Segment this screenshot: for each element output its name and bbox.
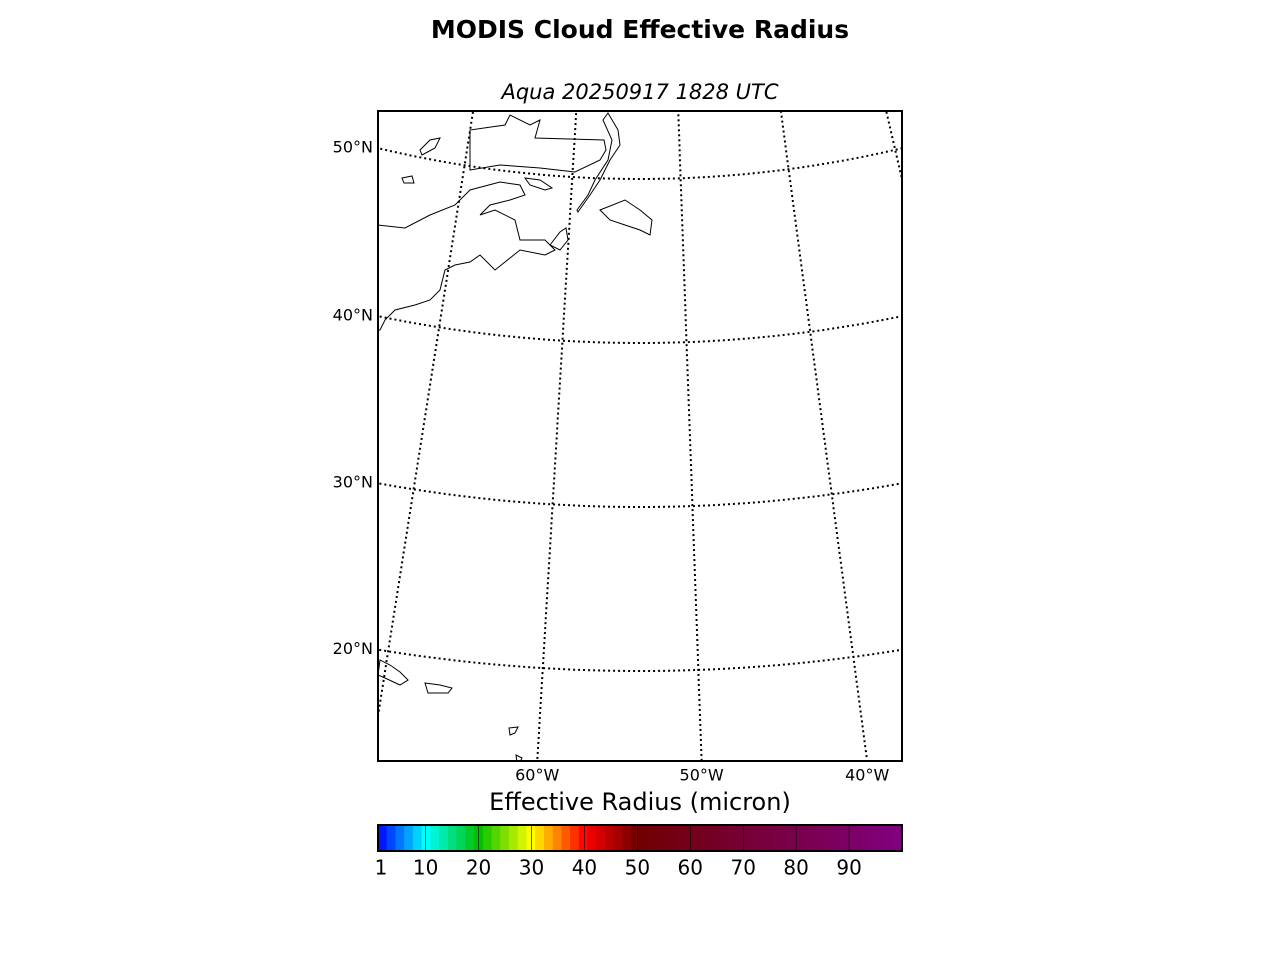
colorbar-tick-label: 70 bbox=[730, 856, 755, 880]
colorbar-segment bbox=[578, 825, 589, 851]
colorbar-tick-label: 40 bbox=[572, 856, 597, 880]
colorbar-segment bbox=[526, 825, 536, 851]
colorbar-segment bbox=[893, 825, 903, 851]
puerto-rico bbox=[424, 682, 453, 694]
colorbar-tick-label: 10 bbox=[413, 856, 438, 880]
graticule bbox=[378, 111, 902, 761]
colorbar-segment bbox=[858, 825, 868, 851]
colorbar-segment bbox=[797, 825, 807, 851]
colorbar-tick-label: 60 bbox=[678, 856, 703, 880]
colorbar-segment bbox=[736, 825, 746, 851]
colorbar-tick-label: 80 bbox=[783, 856, 808, 880]
colorbar-tick-label: 90 bbox=[836, 856, 861, 880]
colorbar-segment bbox=[805, 825, 816, 851]
colorbar-tick-label: 50 bbox=[625, 856, 650, 880]
colorbar-segment bbox=[587, 825, 597, 851]
parallel bbox=[378, 482, 902, 508]
colorbar-segment bbox=[386, 825, 396, 851]
parallel bbox=[378, 648, 902, 672]
colorbar-segment bbox=[412, 825, 423, 851]
colorbar-segment bbox=[875, 825, 886, 851]
colorbar-segment bbox=[482, 825, 493, 851]
colorbar-segment bbox=[622, 825, 632, 851]
parallel bbox=[378, 147, 902, 180]
colorbar-segment bbox=[823, 825, 833, 851]
colorbar-segment bbox=[552, 825, 562, 851]
colorbar-segment bbox=[849, 825, 859, 851]
colorbar-segment bbox=[648, 825, 658, 851]
gulf-island bbox=[523, 177, 554, 191]
colorbar-segment bbox=[692, 825, 702, 851]
colorbar-segment bbox=[543, 825, 554, 851]
colorbar-segment bbox=[674, 825, 685, 851]
parallel bbox=[378, 315, 902, 344]
cape-breton bbox=[549, 227, 569, 251]
meridian bbox=[378, 111, 475, 723]
colorbar-tick-label: 30 bbox=[519, 856, 544, 880]
colorbar-segment bbox=[631, 825, 641, 851]
colorbar-segment bbox=[762, 825, 772, 851]
colorbar-segment bbox=[709, 825, 720, 851]
colorbar-segment bbox=[701, 825, 711, 851]
colorbar-segment bbox=[832, 825, 842, 851]
labrador bbox=[469, 114, 607, 173]
colorbar-segment bbox=[753, 825, 763, 851]
lat-label: 40°N bbox=[333, 306, 373, 325]
colorbar-segment bbox=[535, 825, 545, 851]
meridian bbox=[885, 111, 902, 184]
colorbar-segment bbox=[814, 825, 824, 851]
colorbar-tick-label: 20 bbox=[466, 856, 491, 880]
colorbar-segment bbox=[779, 825, 789, 851]
lat-label: 30°N bbox=[333, 473, 373, 492]
colorbar-segment bbox=[491, 825, 501, 851]
colorbar-segment bbox=[640, 825, 650, 851]
colorbar-segment bbox=[378, 825, 388, 851]
lat-label: 20°N bbox=[333, 639, 373, 658]
colorbar-segment bbox=[788, 825, 798, 851]
colorbar-segment bbox=[561, 825, 571, 851]
colorbar-segment bbox=[884, 825, 894, 851]
island bbox=[401, 137, 523, 761]
colorbar-segment bbox=[509, 825, 519, 851]
colorbar: 1 10 20 30 40 50 60 70 80 90 bbox=[375, 824, 903, 880]
colorbar-segment bbox=[404, 825, 414, 851]
map-frame bbox=[377, 110, 903, 762]
colorbar-tick-label: 1 bbox=[375, 856, 388, 880]
colorbar-segment bbox=[718, 825, 728, 851]
colorbar-segment bbox=[517, 825, 527, 851]
colorbar-segment bbox=[605, 825, 615, 851]
colorbar-segment bbox=[666, 825, 676, 851]
colorbar-segment bbox=[744, 825, 755, 851]
colorbar-segment bbox=[447, 825, 458, 851]
colorbar-segment bbox=[395, 825, 405, 851]
newfoundland bbox=[576, 112, 653, 236]
title: MODIS Cloud Effective Radius bbox=[431, 15, 849, 44]
colorbar-segment bbox=[657, 825, 667, 851]
lat-label: 50°N bbox=[333, 138, 373, 157]
colorbar-segment bbox=[683, 825, 693, 851]
colorbar-segment bbox=[771, 825, 781, 851]
colorbar-segment bbox=[500, 825, 510, 851]
meridian bbox=[536, 111, 578, 761]
colorbar-segment bbox=[465, 825, 475, 851]
colorbar-segment bbox=[439, 825, 449, 851]
lon-label: 50°W bbox=[680, 766, 724, 785]
lon-label: 40°W bbox=[845, 766, 889, 785]
coastlines bbox=[378, 112, 653, 761]
colorbar-segment bbox=[570, 825, 580, 851]
colorbar-segment bbox=[613, 825, 624, 851]
colorbar-segment bbox=[456, 825, 466, 851]
colorbar-segment bbox=[727, 825, 737, 851]
colorbar-segment bbox=[867, 825, 877, 851]
colorbar-segment bbox=[840, 825, 851, 851]
colorbar-segment bbox=[421, 825, 431, 851]
lon-label: 60°W bbox=[515, 766, 559, 785]
subtitle: Aqua 20250917 1828 UTC bbox=[499, 80, 778, 104]
colorbar-segment bbox=[430, 825, 440, 851]
north-america bbox=[378, 181, 556, 331]
colorbar-segment bbox=[596, 825, 606, 851]
colorbar-label: Effective Radius (micron) bbox=[489, 788, 791, 816]
